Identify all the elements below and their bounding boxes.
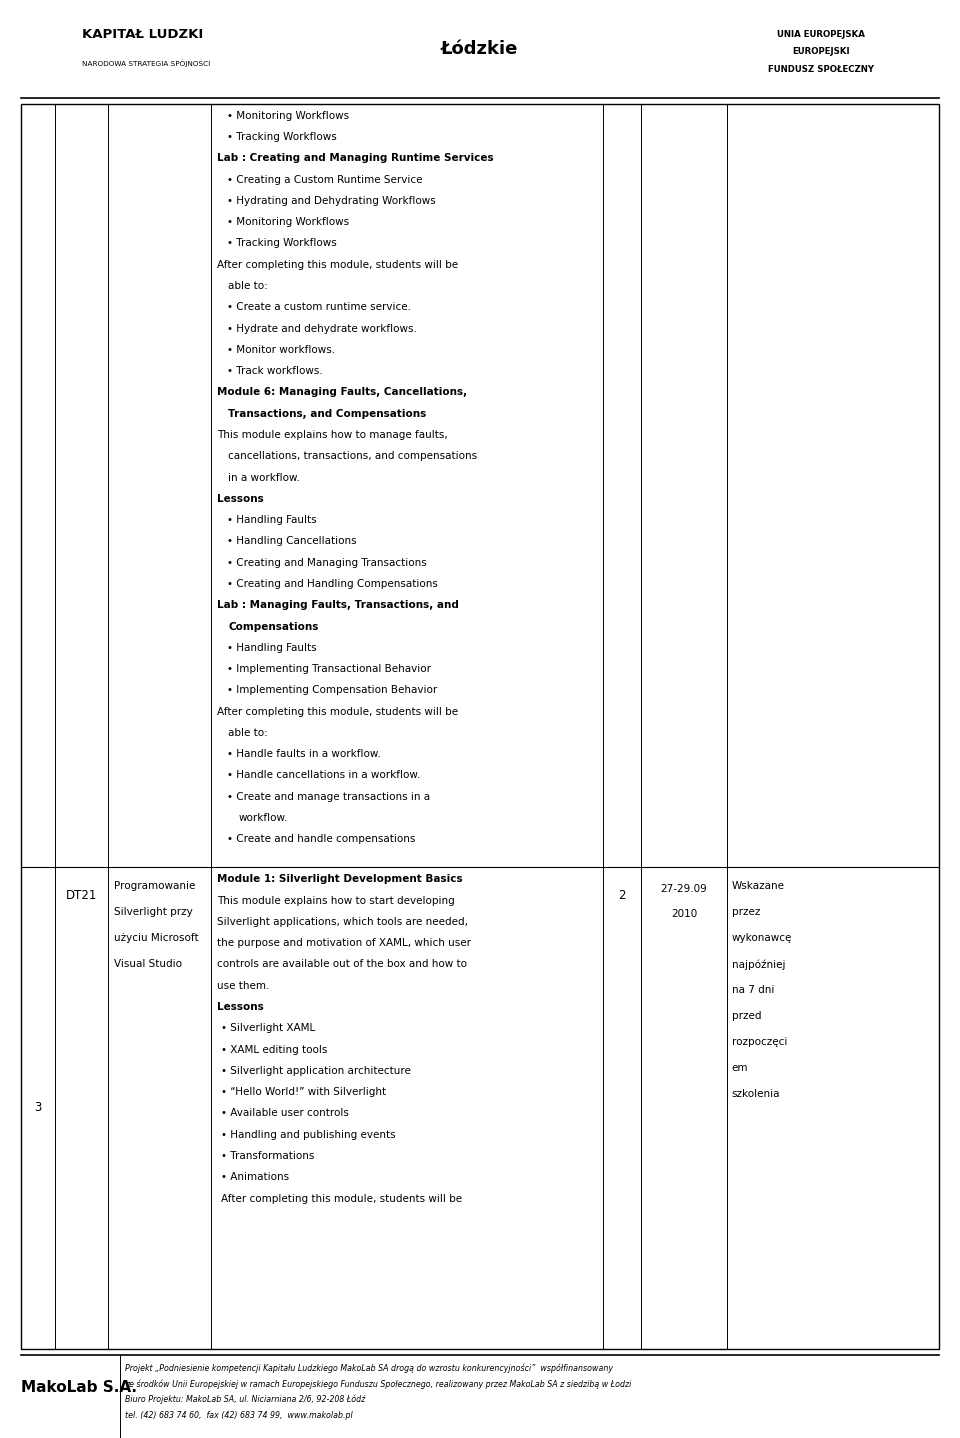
Text: After completing this module, students will be: After completing this module, students w… bbox=[217, 260, 458, 270]
Text: Compensations: Compensations bbox=[228, 621, 319, 631]
Text: Silverlight applications, which tools are needed,: Silverlight applications, which tools ar… bbox=[217, 917, 468, 928]
Text: After completing this module, students will be: After completing this module, students w… bbox=[217, 706, 458, 716]
Text: After completing this module, students will be: After completing this module, students w… bbox=[221, 1194, 462, 1204]
Text: Module 6: Managing Faults, Cancellations,: Module 6: Managing Faults, Cancellations… bbox=[217, 387, 468, 397]
Text: ze środków Unii Europejskiej w ramach Europejskiego Funduszu Społecznego, realiz: ze środków Unii Europejskiej w ramach Eu… bbox=[125, 1379, 631, 1389]
Text: em: em bbox=[732, 1063, 748, 1073]
Text: Lessons: Lessons bbox=[217, 493, 264, 503]
Text: UNIA EUROPEJSKA: UNIA EUROPEJSKA bbox=[777, 30, 865, 39]
Text: • Handling and publishing events: • Handling and publishing events bbox=[221, 1130, 396, 1140]
Text: able to:: able to: bbox=[228, 280, 268, 290]
Text: • Handling Faults: • Handling Faults bbox=[227, 515, 316, 525]
Text: • Silverlight XAML: • Silverlight XAML bbox=[221, 1024, 315, 1034]
Text: użyciu Microsoft: użyciu Microsoft bbox=[114, 933, 199, 943]
Text: • “Hello World!” with Silverlight: • “Hello World!” with Silverlight bbox=[221, 1087, 386, 1097]
Text: • Silverlight application architecture: • Silverlight application architecture bbox=[221, 1066, 411, 1076]
Text: na 7 dni: na 7 dni bbox=[732, 985, 774, 995]
Text: najpóźniej: najpóźniej bbox=[732, 959, 785, 969]
Text: Visual Studio: Visual Studio bbox=[114, 959, 182, 969]
Text: Programowanie: Programowanie bbox=[114, 881, 196, 892]
Text: tel. (42) 683 74 60,  fax (42) 683 74 99,  www.makolab.pl: tel. (42) 683 74 60, fax (42) 683 74 99,… bbox=[125, 1411, 352, 1419]
Text: • Handle faults in a workflow.: • Handle faults in a workflow. bbox=[227, 749, 380, 759]
Text: in a workflow.: in a workflow. bbox=[228, 473, 300, 483]
Text: • Creating a Custom Runtime Service: • Creating a Custom Runtime Service bbox=[227, 174, 422, 184]
Text: • Creating and Handling Compensations: • Creating and Handling Compensations bbox=[227, 580, 438, 590]
Text: • Hydrating and Dehydrating Workflows: • Hydrating and Dehydrating Workflows bbox=[227, 196, 435, 206]
Text: • Monitor workflows.: • Monitor workflows. bbox=[227, 345, 335, 355]
Text: • Tracking Workflows: • Tracking Workflows bbox=[227, 132, 336, 142]
Text: Lessons: Lessons bbox=[217, 1002, 264, 1012]
Text: Łódzkie: Łódzkie bbox=[442, 40, 518, 58]
Text: KAPITAŁ LUDZKI: KAPITAŁ LUDZKI bbox=[82, 27, 203, 42]
Text: Module 1: Silverlight Development Basics: Module 1: Silverlight Development Basics bbox=[217, 874, 463, 884]
Text: workflow.: workflow. bbox=[238, 812, 287, 823]
Text: szkolenia: szkolenia bbox=[732, 1089, 780, 1099]
Text: • Transformations: • Transformations bbox=[221, 1150, 314, 1160]
Text: Silverlight przy: Silverlight przy bbox=[114, 907, 193, 917]
Text: • Available user controls: • Available user controls bbox=[221, 1109, 348, 1119]
Text: • Handle cancellations in a workflow.: • Handle cancellations in a workflow. bbox=[227, 771, 420, 781]
Text: Lab : Managing Faults, Transactions, and: Lab : Managing Faults, Transactions, and bbox=[217, 600, 459, 610]
Text: • Track workflows.: • Track workflows. bbox=[227, 367, 323, 377]
Text: EUROPEJSKI: EUROPEJSKI bbox=[792, 47, 850, 56]
Bar bbox=[21, 104, 939, 1349]
Text: • Handling Cancellations: • Handling Cancellations bbox=[227, 536, 356, 546]
Text: Projekt „Podniesienie kompetencji Kapitału Ludzkiego MakoLab SA drogą do wzrostu: Projekt „Podniesienie kompetencji Kapita… bbox=[125, 1363, 612, 1373]
Text: This module explains how to start developing: This module explains how to start develo… bbox=[217, 896, 455, 906]
Text: • Creating and Managing Transactions: • Creating and Managing Transactions bbox=[227, 558, 426, 568]
Text: przed: przed bbox=[732, 1011, 761, 1021]
Text: use them.: use them. bbox=[217, 981, 270, 991]
Text: • Tracking Workflows: • Tracking Workflows bbox=[227, 239, 336, 249]
Text: NARODOWA STRATEGIA SPÓJNOŚCI: NARODOWA STRATEGIA SPÓJNOŚCI bbox=[82, 59, 210, 68]
Text: rozpoczęci: rozpoczęci bbox=[732, 1037, 787, 1047]
Text: DT21: DT21 bbox=[66, 889, 97, 902]
Text: 2: 2 bbox=[618, 889, 626, 902]
Text: • Handling Faults: • Handling Faults bbox=[227, 643, 316, 653]
Text: wykonawcę: wykonawcę bbox=[732, 933, 792, 943]
Text: Lab : Creating and Managing Runtime Services: Lab : Creating and Managing Runtime Serv… bbox=[217, 154, 493, 164]
Text: • Implementing Transactional Behavior: • Implementing Transactional Behavior bbox=[227, 664, 430, 674]
Text: • Hydrate and dehydrate workflows.: • Hydrate and dehydrate workflows. bbox=[227, 324, 417, 334]
Text: MakoLab S.A.: MakoLab S.A. bbox=[21, 1380, 137, 1395]
Text: • Animations: • Animations bbox=[221, 1172, 289, 1182]
Text: • Create and handle compensations: • Create and handle compensations bbox=[227, 834, 415, 844]
Text: przez: przez bbox=[732, 907, 760, 917]
Text: • Create and manage transactions in a: • Create and manage transactions in a bbox=[227, 792, 430, 802]
Text: • Monitoring Workflows: • Monitoring Workflows bbox=[227, 217, 348, 227]
Text: 2010: 2010 bbox=[671, 909, 697, 919]
Text: • Create a custom runtime service.: • Create a custom runtime service. bbox=[227, 302, 411, 312]
Text: able to:: able to: bbox=[228, 728, 268, 738]
Text: the purpose and motivation of XAML, which user: the purpose and motivation of XAML, whic… bbox=[217, 938, 471, 948]
Text: Biuro Projektu: MakoLab SA, ul. Niciarniana 2/6, 92-208 Łódź: Biuro Projektu: MakoLab SA, ul. Niciarni… bbox=[125, 1395, 365, 1405]
Text: • Implementing Compensation Behavior: • Implementing Compensation Behavior bbox=[227, 686, 437, 696]
Text: FUNDUSZ SPOŁECZNY: FUNDUSZ SPOŁECZNY bbox=[768, 65, 874, 73]
Text: 3: 3 bbox=[35, 1102, 41, 1114]
Text: cancellations, transactions, and compensations: cancellations, transactions, and compens… bbox=[228, 452, 478, 462]
Text: • XAML editing tools: • XAML editing tools bbox=[221, 1044, 327, 1054]
Text: controls are available out of the box and how to: controls are available out of the box an… bbox=[217, 959, 467, 969]
Text: Wskazane: Wskazane bbox=[732, 881, 784, 892]
Text: • Monitoring Workflows: • Monitoring Workflows bbox=[227, 111, 348, 121]
Text: 27-29.09: 27-29.09 bbox=[660, 884, 708, 894]
Text: Transactions, and Compensations: Transactions, and Compensations bbox=[228, 408, 427, 418]
Text: This module explains how to manage faults,: This module explains how to manage fault… bbox=[217, 430, 447, 440]
